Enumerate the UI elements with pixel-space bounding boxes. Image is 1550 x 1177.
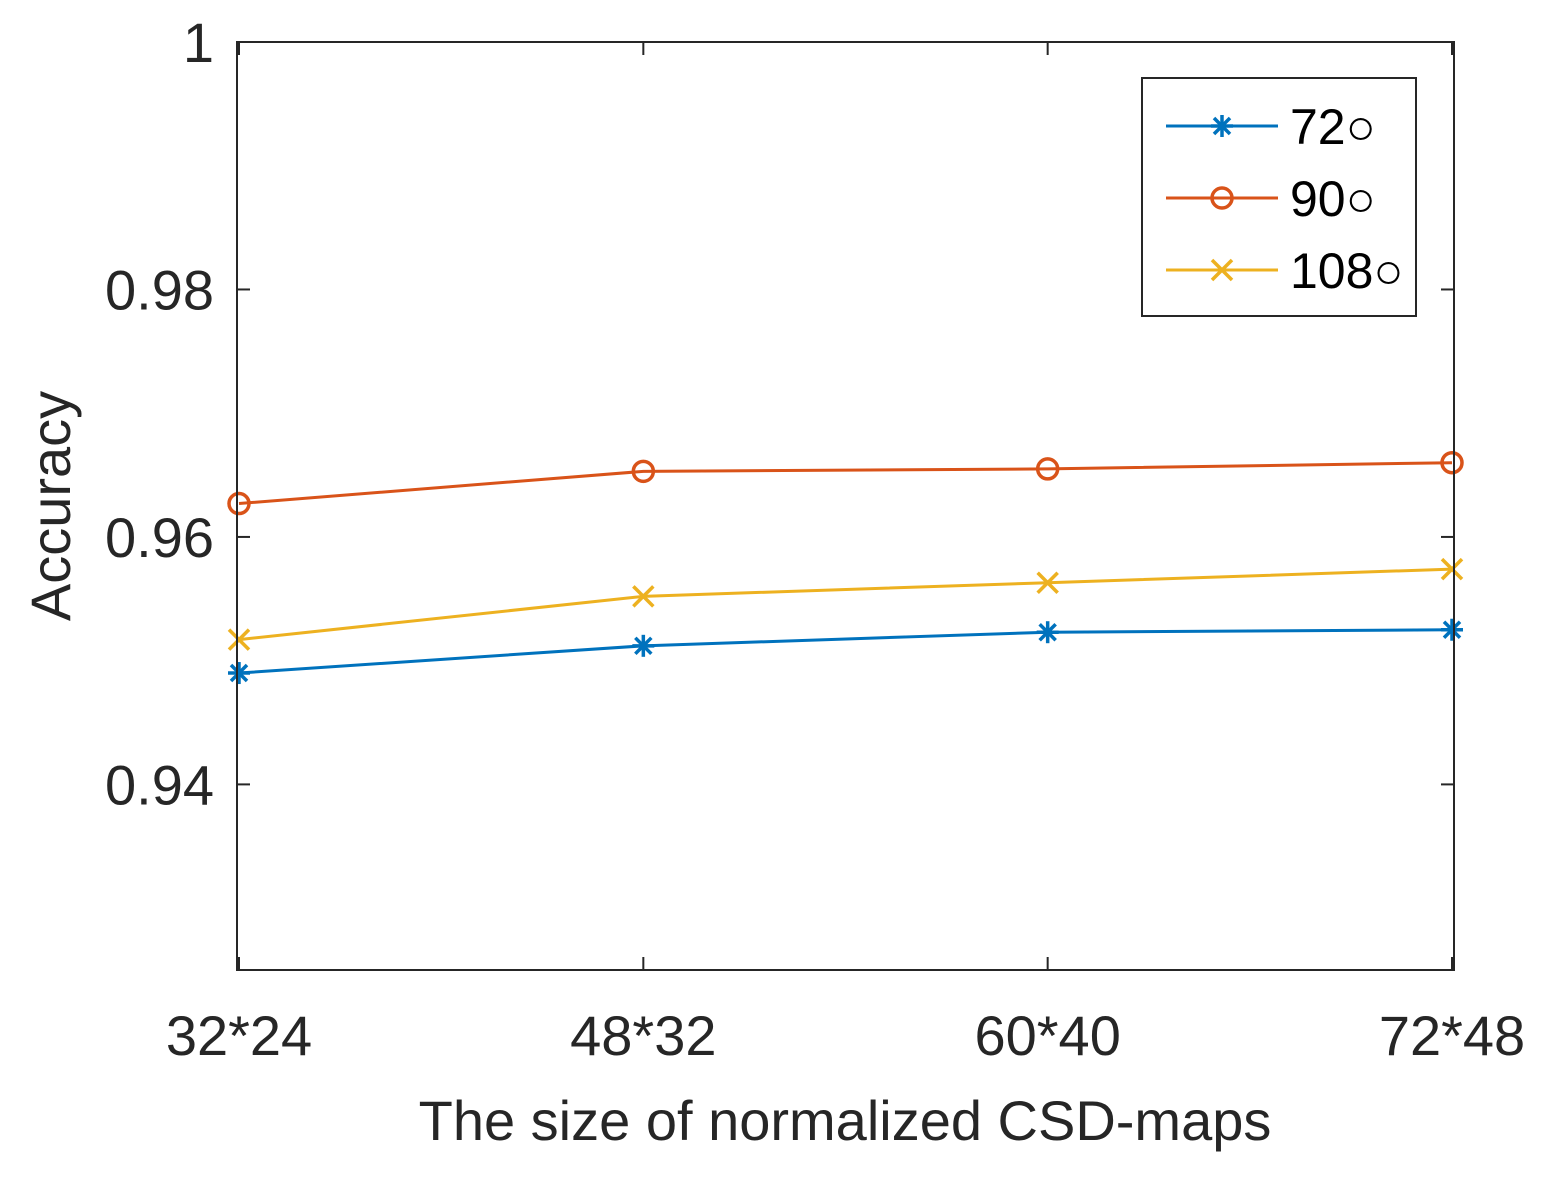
data-point <box>1440 450 1464 475</box>
asterisk-marker <box>1441 618 1463 641</box>
data-point <box>1035 457 1060 481</box>
x-marker <box>1440 557 1464 581</box>
x-marker-stroke <box>1440 557 1464 581</box>
legend-entry: 72○ <box>1166 99 1376 155</box>
legend-entry: 108○ <box>1166 243 1404 299</box>
asterisk-marker-stroke <box>1442 620 1462 639</box>
series-108-deg <box>227 557 1464 651</box>
y-tick-label: 0.98 <box>105 258 214 321</box>
data-point <box>1036 621 1059 644</box>
x-marker <box>227 628 251 651</box>
asterisk-marker-stroke <box>229 663 249 683</box>
x-marker-stroke <box>1210 258 1234 282</box>
series-72-deg <box>228 618 1463 685</box>
x-marker <box>1210 258 1234 282</box>
asterisk-marker <box>1211 115 1233 137</box>
data-point <box>631 459 656 484</box>
legend-label: 108○ <box>1290 243 1404 299</box>
data-point <box>1441 618 1463 641</box>
circle-marker <box>1035 457 1060 481</box>
x-marker-stroke <box>632 585 655 608</box>
y-tick-label: 0.94 <box>105 753 214 816</box>
y-tick-label: 0.96 <box>105 506 214 569</box>
series-layer <box>227 450 1464 685</box>
asterisk-marker-stroke <box>1212 116 1232 136</box>
x-marker-stroke <box>227 628 251 651</box>
series-line <box>238 461 1453 506</box>
x-tick-label: 72*48 <box>1379 1004 1525 1067</box>
series-line <box>238 628 1453 675</box>
circle-marker <box>1440 450 1464 475</box>
legend-label: 90○ <box>1290 171 1376 227</box>
circle-marker <box>227 491 251 516</box>
circle-marker <box>631 459 656 484</box>
x-axis-title: The size of normalized CSD-maps <box>419 1089 1272 1152</box>
asterisk-marker-stroke <box>634 636 653 656</box>
x-tick-label: 32*24 <box>166 1004 312 1067</box>
data-point <box>227 628 251 651</box>
data-point <box>1036 571 1059 594</box>
y-axis-title: Accuracy <box>19 391 82 621</box>
data-point <box>227 491 251 516</box>
x-marker <box>632 585 655 608</box>
asterisk-marker <box>1036 621 1059 644</box>
x-tick-label: 48*32 <box>570 1004 716 1067</box>
series-line <box>238 567 1453 642</box>
x-tick-label: 60*40 <box>974 1004 1120 1067</box>
legend: 72○ 90○ 108○ <box>1141 77 1417 317</box>
y-tick-label: 1 <box>183 11 214 74</box>
legend-label: 72○ <box>1290 99 1376 155</box>
data-point <box>632 585 655 608</box>
x-marker-stroke <box>1036 571 1059 594</box>
data-point <box>1440 557 1464 581</box>
legend-entry: 90○ <box>1166 171 1376 227</box>
asterisk-marker-stroke <box>1038 622 1057 642</box>
x-marker <box>1036 571 1059 594</box>
circle-marker <box>1210 186 1234 210</box>
series-90-deg <box>227 450 1464 516</box>
ticks-layer: 32*24 48*32 60*40 72*48 0.94 0.96 0.98 1 <box>105 11 1525 1067</box>
asterisk-marker <box>632 634 655 657</box>
data-point <box>632 634 655 657</box>
data-point <box>228 662 250 685</box>
plot-area-frame <box>236 41 1455 971</box>
asterisk-marker <box>228 662 250 685</box>
